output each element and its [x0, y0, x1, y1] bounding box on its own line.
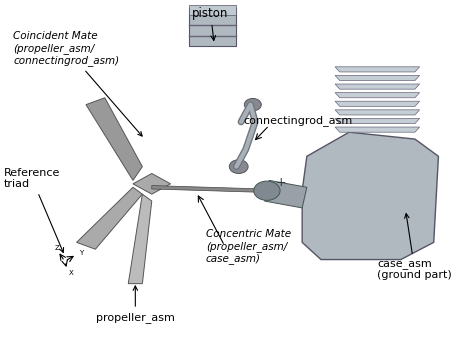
Polygon shape	[128, 194, 152, 283]
Text: Y: Y	[79, 250, 83, 256]
Polygon shape	[335, 127, 419, 132]
Text: Reference
triad: Reference triad	[4, 168, 64, 252]
Polygon shape	[335, 110, 419, 115]
Polygon shape	[86, 98, 142, 180]
Polygon shape	[335, 67, 419, 72]
Polygon shape	[335, 101, 419, 107]
Polygon shape	[77, 187, 142, 249]
Text: Coincident Mate
(propeller_asm/
connectingrod_asm): Coincident Mate (propeller_asm/ connecti…	[13, 31, 142, 136]
Text: +: +	[276, 176, 286, 189]
Polygon shape	[335, 84, 419, 89]
Polygon shape	[190, 5, 237, 15]
Text: Z: Z	[55, 245, 59, 251]
Polygon shape	[302, 132, 438, 260]
Polygon shape	[335, 93, 419, 98]
Text: Concentric Mate
(propeller_asm/
case_asm): Concentric Mate (propeller_asm/ case_asm…	[206, 229, 291, 264]
Polygon shape	[335, 75, 419, 81]
Polygon shape	[335, 118, 419, 124]
Circle shape	[229, 160, 248, 174]
Circle shape	[254, 181, 280, 200]
Polygon shape	[133, 174, 171, 194]
Text: propeller_asm: propeller_asm	[96, 286, 175, 323]
Circle shape	[245, 99, 261, 111]
Text: case_asm
(ground part): case_asm (ground part)	[377, 214, 452, 280]
Text: connectingrod_asm: connectingrod_asm	[244, 116, 353, 127]
Polygon shape	[152, 186, 264, 193]
Polygon shape	[190, 8, 237, 46]
Text: X: X	[69, 270, 73, 276]
Polygon shape	[264, 180, 307, 208]
Text: piston: piston	[192, 7, 228, 40]
